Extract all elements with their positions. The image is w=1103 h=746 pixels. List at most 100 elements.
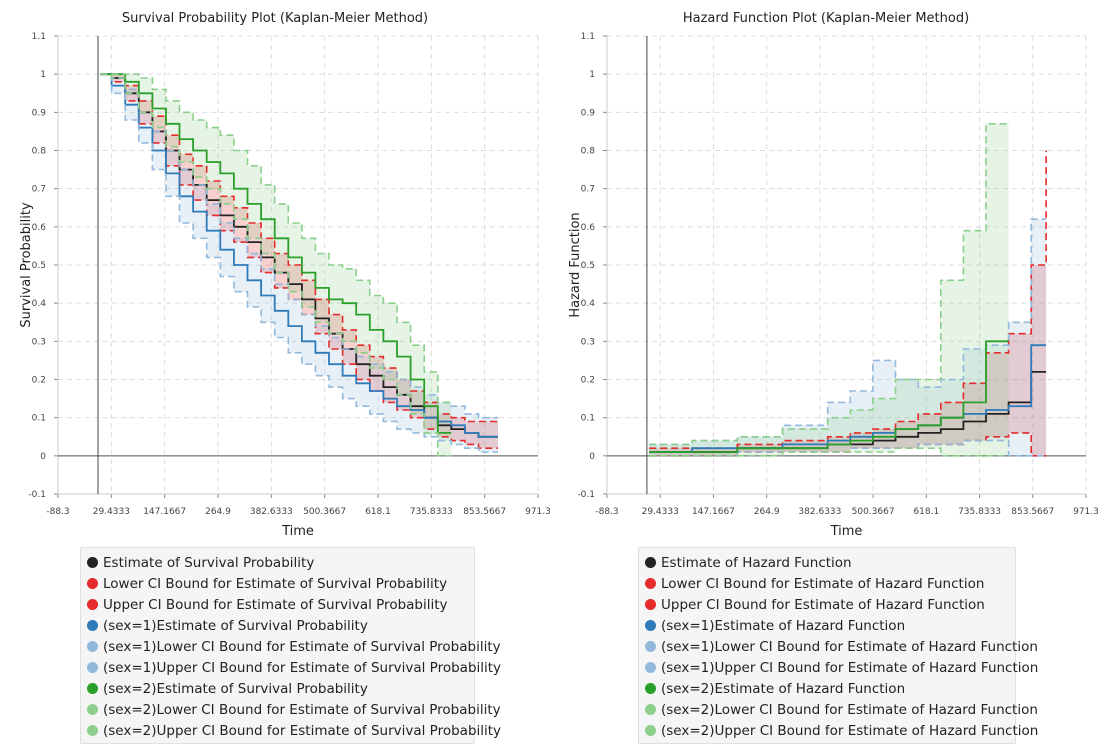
legend-item[interactable]: (sex=1)Lower CI Bound for Estimate of Su… bbox=[87, 636, 501, 657]
legend-swatch bbox=[645, 578, 656, 589]
legend-item[interactable]: Upper CI Bound for Estimate of Hazard Fu… bbox=[645, 594, 1015, 615]
x-tick-label: 264.9 bbox=[205, 507, 231, 517]
legend-swatch bbox=[645, 704, 656, 715]
legend-item[interactable]: (sex=1)Lower CI Bound for Estimate of Ha… bbox=[645, 636, 1038, 657]
x-tick-label: 500.3667 bbox=[303, 507, 346, 517]
series-line-sex-2-estimate-of-hazard-function bbox=[649, 340, 1009, 453]
x-axis-label: Time bbox=[281, 524, 314, 539]
y-tick-label: 0.6 bbox=[581, 223, 596, 233]
legend-swatch bbox=[87, 641, 98, 652]
legend-swatch bbox=[645, 620, 656, 631]
series-line-sex-2-lower-ci-bound-for-estimate-of-survival-probability bbox=[100, 73, 452, 457]
y-tick-label: 0.4 bbox=[32, 299, 47, 309]
legend-swatch bbox=[87, 578, 98, 589]
y-tick-label: 0.5 bbox=[32, 261, 46, 271]
x-tick-label: 618.1 bbox=[365, 507, 391, 517]
legend-item[interactable]: (sex=1)Estimate of Survival Probability bbox=[87, 615, 474, 636]
series-line-sex-2-upper-ci-bound-for-estimate-of-hazard-function bbox=[649, 123, 1009, 446]
confidence-band bbox=[649, 219, 1047, 456]
survival-chart: Survival Probability Plot (Kaplan-Meier … bbox=[19, 11, 550, 539]
x-tick-label: 735.8333 bbox=[410, 507, 453, 517]
y-tick-label: 0.9 bbox=[32, 108, 47, 118]
confidence-band bbox=[100, 74, 499, 452]
y-tick-label: 1.1 bbox=[581, 32, 595, 42]
series-line-sex-2-upper-ci-bound-for-estimate-of-survival-probability bbox=[100, 73, 452, 404]
series-line-sex-2-lower-ci-bound-for-estimate-of-hazard-function bbox=[649, 447, 1009, 457]
legend-label: (sex=1)Upper CI Bound for Estimate of Ha… bbox=[661, 659, 1039, 676]
legend-item[interactable]: (sex=2)Lower CI Bound for Estimate of Ha… bbox=[645, 699, 1038, 720]
hazard-legend: Estimate of Hazard Function Lower CI Boun… bbox=[638, 547, 1038, 744]
series-line-upper-ci-bound-for-estimate-of-survival-probability bbox=[100, 73, 498, 423]
chart-title: Survival Probability Plot (Kaplan-Meier … bbox=[122, 11, 428, 26]
hazard-chart: Hazard Function Plot (Kaplan-Meier Metho… bbox=[568, 11, 1099, 539]
legend-label: (sex=2)Upper CI Bound for Estimate of Ha… bbox=[661, 722, 1039, 739]
legend-item[interactable]: Lower CI Bound for Estimate of Hazard Fu… bbox=[645, 573, 1015, 594]
x-tick-label: 971.3 bbox=[525, 507, 550, 517]
legend-swatch bbox=[87, 683, 98, 694]
y-tick-label: 0.2 bbox=[32, 376, 46, 386]
y-axis-label: Hazard Function bbox=[568, 212, 583, 317]
legend-item[interactable]: (sex=2)Lower CI Bound for Estimate of Su… bbox=[87, 699, 501, 720]
legend-label: (sex=1)Estimate of Survival Probability bbox=[103, 617, 368, 634]
legend-label: (sex=2)Estimate of Hazard Function bbox=[661, 680, 906, 697]
y-tick-label: 0.8 bbox=[581, 147, 596, 157]
series-line-upper-ci-bound-for-estimate-of-hazard-function bbox=[649, 150, 1047, 449]
series-line-sex-1-lower-ci-bound-for-estimate-of-survival-probability bbox=[100, 73, 498, 453]
legend-swatch bbox=[645, 725, 656, 736]
legend-item[interactable]: Estimate of Hazard Function bbox=[645, 552, 1015, 573]
legend-label: Upper CI Bound for Estimate of Survival … bbox=[103, 596, 448, 613]
legend-item[interactable]: Lower CI Bound for Estimate of Survival … bbox=[87, 573, 474, 594]
legend-item[interactable]: Estimate of Survival Probability bbox=[87, 552, 474, 573]
y-tick-label: 0.4 bbox=[581, 299, 596, 309]
y-tick-label: 0.5 bbox=[581, 261, 595, 271]
legend-swatch bbox=[645, 599, 656, 610]
legend-label: (sex=1)Estimate of Hazard Function bbox=[661, 617, 906, 634]
x-tick-label: 853.5667 bbox=[463, 507, 506, 517]
y-tick-label: 0.3 bbox=[581, 337, 595, 347]
legend-label: (sex=2)Upper CI Bound for Estimate of Su… bbox=[103, 722, 502, 739]
y-axis-label: Survival Probability bbox=[19, 202, 34, 328]
legend-swatch bbox=[87, 557, 98, 568]
survival-legend: Estimate of Survival Probability Lower CI… bbox=[80, 547, 501, 744]
legend-swatch bbox=[87, 662, 98, 673]
legend-item[interactable]: (sex=2)Estimate of Hazard Function bbox=[645, 678, 1015, 699]
x-tick-label: 29.4333 bbox=[642, 507, 679, 517]
x-tick-label: 147.1667 bbox=[143, 507, 186, 517]
chart-title: Hazard Function Plot (Kaplan-Meier Metho… bbox=[683, 11, 969, 26]
x-tick-label: -88.3 bbox=[46, 507, 69, 517]
confidence-band bbox=[100, 74, 452, 456]
legend-swatch bbox=[87, 620, 98, 631]
legend-swatch bbox=[87, 599, 98, 610]
legend-swatch bbox=[87, 725, 98, 736]
x-tick-label: 971.3 bbox=[1073, 507, 1099, 517]
y-tick-label: 0.1 bbox=[32, 414, 46, 424]
legend-label: (sex=1)Lower CI Bound for Estimate of Su… bbox=[103, 638, 501, 655]
legend-swatch bbox=[645, 683, 656, 694]
legend-item[interactable]: (sex=2)Estimate of Survival Probability bbox=[87, 678, 474, 699]
y-tick-label: -0.1 bbox=[577, 490, 595, 500]
x-tick-label: 735.8333 bbox=[958, 507, 1001, 517]
legend-label: Lower CI Bound for Estimate of Hazard Fu… bbox=[661, 575, 985, 592]
x-tick-label: -88.3 bbox=[595, 507, 618, 517]
x-tick-label: 264.9 bbox=[754, 507, 780, 517]
y-tick-label: 0.6 bbox=[32, 223, 47, 233]
legend-label: (sex=1)Lower CI Bound for Estimate of Ha… bbox=[661, 638, 1038, 655]
legend-item[interactable]: (sex=2)Upper CI Bound for Estimate of Su… bbox=[87, 720, 501, 741]
legend-item[interactable]: (sex=1)Upper CI Bound for Estimate of Su… bbox=[87, 657, 501, 678]
y-tick-label: 1.1 bbox=[32, 32, 46, 42]
x-tick-label: 382.6333 bbox=[250, 507, 293, 517]
y-tick-label: 0.9 bbox=[581, 108, 596, 118]
legend-swatch bbox=[87, 704, 98, 715]
legend-label: Estimate of Survival Probability bbox=[103, 554, 315, 571]
x-axis-label: Time bbox=[830, 524, 863, 539]
legend-item[interactable]: (sex=2)Upper CI Bound for Estimate of Ha… bbox=[645, 720, 1038, 741]
series-line-sex-2-estimate-of-survival-probability bbox=[100, 73, 452, 434]
y-tick-label: 0 bbox=[40, 452, 46, 462]
y-tick-label: 0.3 bbox=[32, 337, 46, 347]
legend-swatch bbox=[645, 557, 656, 568]
legend-label: Upper CI Bound for Estimate of Hazard Fu… bbox=[661, 596, 985, 613]
legend-item[interactable]: (sex=1)Upper CI Bound for Estimate of Ha… bbox=[645, 657, 1038, 678]
legend-item[interactable]: (sex=1)Estimate of Hazard Function bbox=[645, 615, 1015, 636]
y-tick-label: 1 bbox=[589, 70, 595, 80]
legend-item[interactable]: Upper CI Bound for Estimate of Survival … bbox=[87, 594, 474, 615]
